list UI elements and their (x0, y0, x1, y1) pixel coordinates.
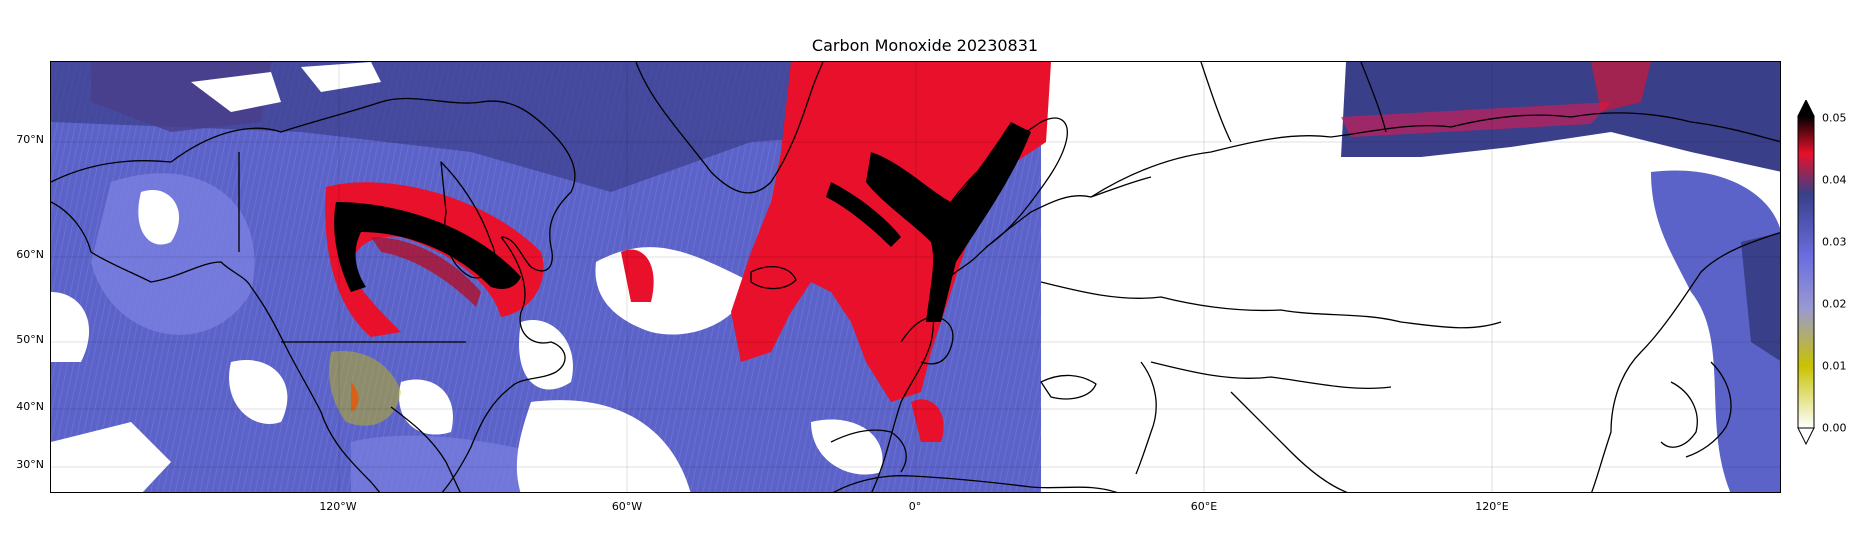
co-low-olive (329, 351, 401, 426)
cloud-southwest (51, 422, 171, 492)
cloud-atlantic-3 (516, 400, 691, 492)
co-siberia-high (1591, 62, 1651, 112)
coast-russia-arctic (1090, 112, 1780, 198)
coast-na-west (51, 201, 381, 492)
coast-black-sea (1040, 374, 1097, 400)
lon-tick-60e: 60°E (1190, 500, 1218, 513)
coast-japan (1685, 361, 1732, 458)
plume-us-red (351, 382, 359, 412)
coast-novaya-zemlya (1200, 62, 1232, 143)
plume-atlantic-red (621, 249, 654, 302)
coast-caspian (1135, 361, 1157, 475)
colorbar-extend-max (1797, 100, 1815, 117)
cloud-alaska (138, 190, 180, 245)
cloud-arctic-2 (301, 62, 381, 92)
co-field (51, 62, 1780, 492)
plume-med-red (911, 399, 944, 442)
coast-na-north (51, 97, 576, 272)
colorbar-gradient (1797, 115, 1815, 429)
colorbar-tick-0.04: 0.04 (1822, 173, 1847, 187)
colorbar-tick-0.02: 0.02 (1822, 297, 1847, 311)
coast-east-asia (1591, 231, 1780, 492)
lat-tick-40n: 40°N (16, 400, 44, 413)
lat-tick-50n: 50°N (16, 333, 44, 346)
coast-hudson (440, 161, 496, 279)
border-russia-south (1040, 281, 1502, 329)
cloud-pacific-ne (229, 360, 288, 424)
plume-canada-mid (371, 237, 481, 307)
co-light-alaska (91, 173, 255, 335)
lon-tick-120e: 120°E (1475, 500, 1509, 513)
colorbar-tick-0.05: 0.05 (1822, 111, 1847, 125)
cloud-arctic-1 (191, 72, 281, 112)
coastlines (51, 62, 1780, 492)
graticule (51, 62, 1780, 492)
cloud-med (811, 419, 883, 475)
coast-africa (833, 475, 1118, 492)
map-title: Carbon Monoxide 20230831 (811, 36, 1039, 55)
co-siberia-red (1341, 102, 1611, 137)
lon-tick-0: 0° (908, 500, 922, 513)
border-us-mexico (390, 406, 461, 492)
colorbar-tick-0.01: 0.01 (1822, 359, 1847, 373)
cloud-west (51, 292, 90, 362)
cloud-greenland-1 (1141, 62, 1181, 82)
coast-uk (900, 316, 954, 365)
map-canvas (51, 62, 1780, 492)
lon-tick-60w: 60°W (611, 500, 643, 513)
colorbar-tick-0.03: 0.03 (1822, 235, 1847, 249)
border-india-china (1230, 391, 1348, 492)
coast-europe (871, 176, 1152, 492)
lat-tick-70n: 70°N (16, 133, 44, 146)
plume-europe-black-2 (826, 182, 901, 247)
coast-scandinavia (950, 117, 1068, 248)
plume-europe-black (866, 122, 1031, 322)
coast-taymyr (1360, 62, 1387, 133)
lon-tick-120w: 120°W (319, 500, 357, 513)
lat-tick-60n: 60°N (16, 248, 44, 261)
coast-korea (1660, 381, 1698, 448)
cloud-gaps (51, 62, 1181, 492)
colorbar (1797, 100, 1815, 446)
colorbar-extend-min (1797, 427, 1815, 446)
colorbar-tick-0.00: 0.00 (1822, 421, 1847, 435)
cloud-atlantic-2 (519, 320, 573, 390)
border-central-asia (1150, 361, 1392, 389)
coast-greenland (635, 62, 824, 194)
coast-na-east (441, 236, 566, 492)
coast-iberia (830, 429, 907, 473)
map-panel (50, 61, 1781, 493)
plume-canada-black (334, 202, 521, 292)
lat-tick-30n: 30°N (16, 458, 44, 471)
co-pacific-dark (1741, 232, 1780, 361)
cloud-central-us (399, 379, 453, 435)
coast-iceland (750, 266, 797, 290)
